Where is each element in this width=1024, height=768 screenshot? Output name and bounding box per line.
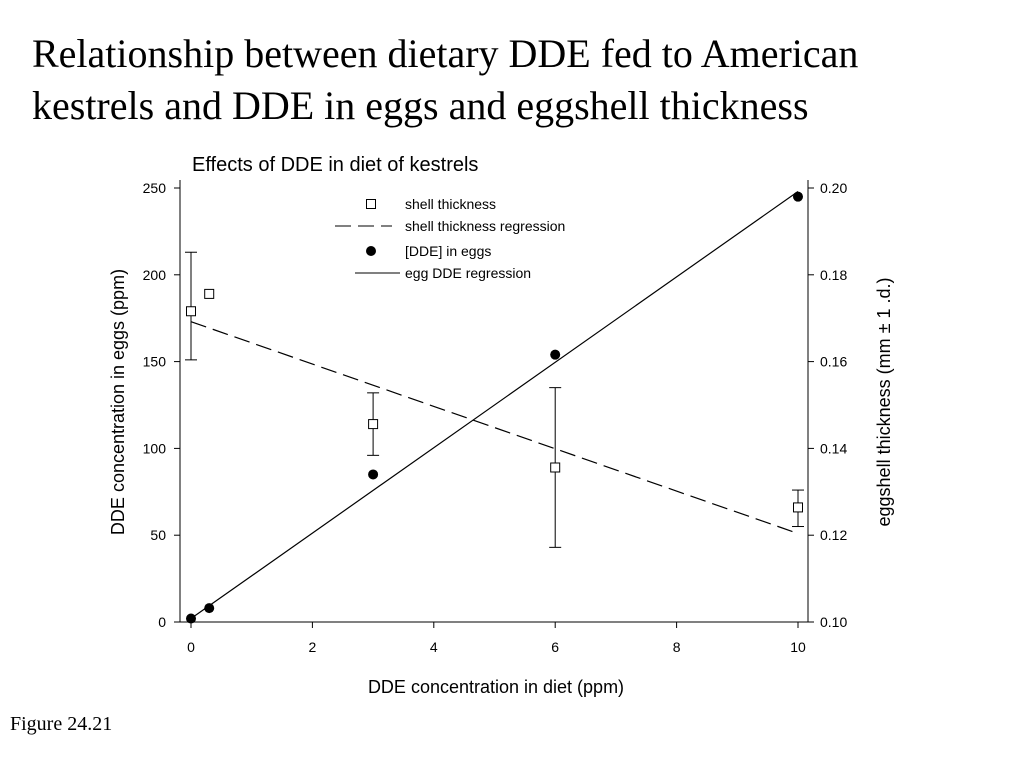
legend-label: egg DDE regression xyxy=(405,265,531,281)
y-axis-right-label: eggshell thickness (mm ± 1 .d.) xyxy=(874,278,894,527)
shell-thickness-point xyxy=(550,462,561,473)
egg-dde-point xyxy=(204,603,215,614)
shell-thickness-point xyxy=(793,502,803,513)
y-left-tick-label: 100 xyxy=(143,440,167,456)
y-left-tick-label: 0 xyxy=(158,614,166,630)
x-tick-label: 6 xyxy=(551,639,559,655)
y-right-tick-label: 0.10 xyxy=(820,614,847,630)
slide-title-line-1: Relationship between dietary DDE fed to … xyxy=(32,31,859,76)
shell-thickness-point xyxy=(186,306,196,317)
x-axis-label: DDE concentration in diet (ppm) xyxy=(368,677,624,697)
shell-thickness-regression-line xyxy=(190,321,799,535)
y-right-tick-label: 0.16 xyxy=(820,354,847,370)
shell-thickness-point xyxy=(368,419,379,430)
regression-lines xyxy=(190,190,799,620)
x-tick-label: 10 xyxy=(790,639,806,655)
figure-caption: Figure 24.21 xyxy=(10,713,113,735)
egg-dde-point xyxy=(793,191,803,202)
y-left-tick-label: 150 xyxy=(143,354,167,370)
y-left-tick-label: 50 xyxy=(150,527,166,543)
y-right-tick-label: 0.14 xyxy=(820,440,847,456)
legend-label: [DDE] in eggs xyxy=(405,243,491,259)
y-axis-left-label: DDE concentration in eggs (ppm) xyxy=(108,269,128,535)
x-tick-label: 0 xyxy=(187,639,195,655)
x-tick-label: 4 xyxy=(430,639,438,655)
legend-symbol-square xyxy=(366,199,376,209)
egg-dde-point xyxy=(550,349,561,360)
y-left-tick-label: 250 xyxy=(143,180,167,196)
y-right-tick-label: 0.12 xyxy=(820,527,847,543)
y-left-tick-label: 200 xyxy=(143,267,167,283)
x-tick-label: 2 xyxy=(309,639,317,655)
shell-thickness-point xyxy=(204,288,215,299)
y-right-tick-label: 0.18 xyxy=(820,267,847,283)
axes: 0 2 4 6 8 100501001502002500.100.120.140.160.… xyxy=(143,180,847,655)
data-marks xyxy=(185,191,804,624)
egg-dde-point xyxy=(368,469,379,480)
legend-label: shell thickness xyxy=(405,196,496,212)
legend: shell thickness shell thickness regressio… xyxy=(335,196,565,281)
egg-dde-point xyxy=(186,613,196,624)
slide-title: Relationship between dietary DDE fed to … xyxy=(32,28,1007,132)
legend-symbol-circle xyxy=(366,246,376,256)
slide-title-line-2: kestrels and DDE in eggs and eggshell th… xyxy=(32,83,809,128)
legend-label: shell thickness regression xyxy=(405,218,565,234)
chart-title: Effects of DDE in diet of kestrels xyxy=(192,154,478,176)
x-tick-label: 8 xyxy=(673,639,681,655)
egg-dde-regression-line xyxy=(190,190,799,620)
y-right-tick-label: 0.20 xyxy=(820,180,847,196)
